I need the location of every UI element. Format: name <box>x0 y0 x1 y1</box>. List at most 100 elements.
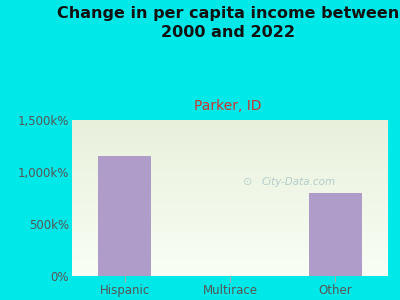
Bar <box>72 165 388 167</box>
Bar <box>72 254 388 256</box>
Bar <box>72 273 388 274</box>
Bar <box>72 242 388 243</box>
Bar <box>72 234 388 236</box>
Bar <box>72 181 388 182</box>
Bar <box>72 146 388 148</box>
Bar <box>72 187 388 189</box>
Bar <box>72 260 388 262</box>
Bar <box>72 195 388 196</box>
Bar <box>72 214 388 215</box>
Bar <box>72 150 388 151</box>
Bar <box>72 185 388 187</box>
Bar <box>72 170 388 172</box>
Bar <box>72 265 388 267</box>
Bar <box>72 251 388 253</box>
Bar <box>72 120 388 122</box>
Bar <box>72 160 388 162</box>
Bar <box>72 137 388 139</box>
Bar <box>72 123 388 125</box>
Bar <box>72 226 388 228</box>
Bar <box>72 122 388 123</box>
Bar <box>72 263 388 265</box>
Bar <box>72 128 388 129</box>
Bar <box>72 179 388 181</box>
Bar <box>72 262 388 263</box>
Bar <box>72 176 388 178</box>
Bar <box>72 204 388 206</box>
Bar <box>72 220 388 221</box>
Bar <box>72 125 388 126</box>
Text: City-Data.com: City-Data.com <box>262 177 336 188</box>
Bar <box>72 182 388 184</box>
Bar <box>72 184 388 185</box>
Bar <box>72 267 388 268</box>
Bar <box>72 198 388 200</box>
Bar <box>72 142 388 143</box>
Bar <box>72 145 388 146</box>
Bar <box>72 228 388 229</box>
Bar <box>72 148 388 150</box>
Bar <box>72 271 388 273</box>
Text: Change in per capita income between
2000 and 2022: Change in per capita income between 2000… <box>57 6 399 40</box>
Bar <box>72 136 388 137</box>
Bar <box>72 154 388 156</box>
Bar <box>72 207 388 209</box>
Bar <box>72 203 388 204</box>
Bar <box>72 178 388 179</box>
Bar <box>72 253 388 254</box>
Bar <box>72 217 388 218</box>
Bar <box>72 218 388 220</box>
Bar <box>72 236 388 237</box>
Bar <box>72 164 388 165</box>
Bar <box>72 173 388 175</box>
Bar <box>72 211 388 212</box>
Bar <box>72 240 388 242</box>
Bar <box>72 270 388 271</box>
Bar <box>72 153 388 154</box>
Bar <box>72 133 388 134</box>
Bar <box>72 159 388 160</box>
Bar <box>72 206 388 207</box>
Text: ⊙: ⊙ <box>243 177 252 188</box>
Bar <box>72 172 388 173</box>
Bar <box>72 162 388 164</box>
Bar <box>72 175 388 176</box>
Bar <box>72 248 388 250</box>
Text: Parker, ID: Parker, ID <box>194 99 262 113</box>
Bar <box>72 232 388 234</box>
Bar <box>72 231 388 232</box>
Bar <box>72 190 388 192</box>
Bar <box>72 223 388 224</box>
Bar <box>72 237 388 238</box>
Bar <box>72 168 388 170</box>
Bar <box>72 139 388 140</box>
Bar <box>72 238 388 240</box>
Bar <box>72 268 388 270</box>
Bar <box>72 221 388 223</box>
Bar <box>72 129 388 131</box>
Bar <box>72 212 388 214</box>
Bar <box>309 193 362 276</box>
Bar <box>72 274 388 276</box>
Bar <box>72 189 388 190</box>
Bar <box>72 196 388 198</box>
Bar <box>72 245 388 246</box>
Bar <box>72 140 388 142</box>
Bar <box>72 193 388 195</box>
Bar <box>72 257 388 259</box>
Bar <box>72 126 388 128</box>
Bar <box>72 250 388 251</box>
Bar <box>72 215 388 217</box>
Bar <box>72 134 388 136</box>
Bar <box>72 156 388 158</box>
Bar <box>72 201 388 203</box>
Bar <box>72 246 388 248</box>
Bar <box>72 243 388 245</box>
Bar <box>98 156 151 276</box>
Bar <box>72 192 388 193</box>
Bar <box>72 229 388 231</box>
Bar <box>72 209 388 211</box>
Bar <box>72 256 388 257</box>
Bar <box>72 259 388 260</box>
Bar <box>72 224 388 226</box>
